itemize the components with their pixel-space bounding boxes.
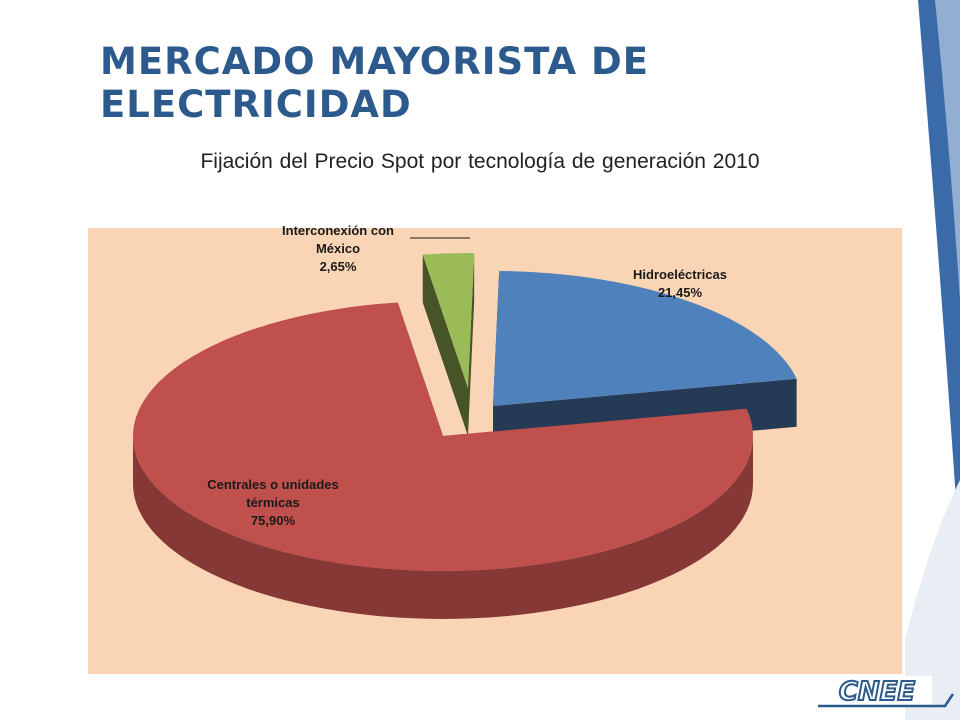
chart-title: Fijación del Precio Spot por tecnología … xyxy=(200,150,760,173)
slice-side-1 xyxy=(133,436,753,619)
slide-title: MERCADO MAYORISTA DE ELECTRICIDAD xyxy=(100,40,650,126)
cnee-logo-text: CNEE xyxy=(839,677,916,707)
slice-name-line: Interconexión con xyxy=(282,223,394,238)
slice-name-line: México xyxy=(315,241,361,256)
cnee-logo: CNEE xyxy=(818,676,955,708)
slice-wall-2-0 xyxy=(422,254,468,436)
pie-slice-0 xyxy=(493,271,797,406)
right-swoosh-highlight xyxy=(935,0,960,300)
slice-value-label: 21,45% xyxy=(657,285,703,300)
pie-slice-1 xyxy=(132,302,753,571)
pie-chart-area: Hidroeléctricas 21,45% Centrales o unida… xyxy=(88,223,902,674)
slice-label-mexico: Interconexión con México 2,65% xyxy=(248,222,428,276)
slice-label-termicas: Centrales o unidades térmicas 75,90% xyxy=(168,476,378,530)
pie-chart xyxy=(132,253,797,619)
slice-value-label: 75,90% xyxy=(250,513,296,528)
slice-wall-2-1 xyxy=(468,253,475,436)
slice-name-line: Hidroeléctricas xyxy=(633,267,727,282)
slice-name-line: térmicas xyxy=(246,495,300,510)
pie-slice-2 xyxy=(422,253,475,388)
slice-value-label: 2,65% xyxy=(319,259,357,274)
slice-label-hidroelectricas: Hidroeléctricas 21,45% xyxy=(580,266,780,302)
slice-name-line: Centrales o unidades xyxy=(207,477,339,492)
bottom-right-curve xyxy=(905,480,960,720)
